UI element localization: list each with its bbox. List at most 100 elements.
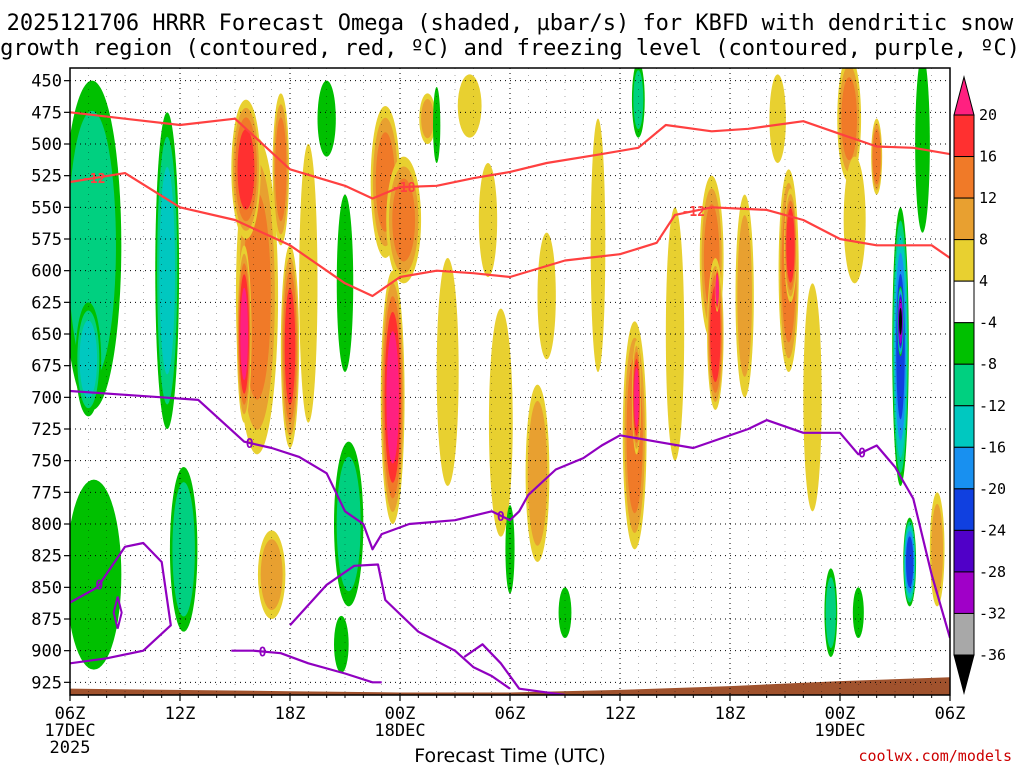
colorbar: 20 16 12 8 4 -4 -8 -12 -16 -20 -24 -28 -32 -36 <box>953 75 1006 695</box>
omega-cell <box>75 302 102 417</box>
credit-text: coolwx.com/models <box>858 747 1012 765</box>
colorbar-tick-label: -8 <box>979 355 997 373</box>
omega-cell <box>537 232 556 360</box>
omega-cell <box>386 156 422 284</box>
omega-cell <box>299 144 318 423</box>
omega-contour-fill <box>804 298 821 497</box>
omega-contour-fill <box>70 486 120 663</box>
omega-cell <box>380 270 405 524</box>
omega-cell <box>419 93 436 144</box>
colorbar-tick-label: -36 <box>979 646 1006 664</box>
omega-cell <box>236 245 252 423</box>
dgz-contour-line <box>70 172 950 298</box>
omega-cell <box>436 258 459 486</box>
x-tick-label: 12Z <box>605 704 636 724</box>
y-tick-label: 675 <box>31 357 62 377</box>
x-tick-date: 18DEC <box>374 721 425 741</box>
terrain-fill <box>70 677 950 695</box>
omega-contour-fill <box>275 121 287 218</box>
omega-cell <box>525 384 550 562</box>
omega-cell <box>631 68 645 138</box>
terrain-shape <box>70 677 950 695</box>
omega-contour-fill <box>159 167 175 375</box>
x-tick-label: 06Z <box>495 704 526 724</box>
omega-contour-fill <box>841 77 857 161</box>
contour-label: 0 <box>858 447 866 462</box>
colorbar-band <box>953 571 975 614</box>
x-tick-label: 06Z <box>935 704 966 724</box>
colorbar-band <box>953 405 975 448</box>
y-tick-label: 525 <box>31 167 62 187</box>
chart-title-line1: 2025121706 HRRR Forecast Omega (shaded, … <box>7 11 1014 36</box>
x-tick-label: 06Z <box>55 704 86 724</box>
colorbar-tick-label: -16 <box>979 438 1006 456</box>
x-tick-label: 18Z <box>275 704 306 724</box>
omega-contour-fill <box>634 367 639 428</box>
omega-contour-fill <box>538 241 555 351</box>
omega-contour-fill <box>392 178 416 262</box>
contour-label: -12 <box>82 172 105 187</box>
grid-lines <box>70 68 950 695</box>
omega-contour-fill <box>261 541 282 608</box>
freezing-contour-line <box>70 541 172 665</box>
y-tick-label: 650 <box>31 325 62 345</box>
omega-cell <box>272 93 290 246</box>
omega-contour-fill <box>173 491 194 608</box>
omega-contour-fill <box>770 80 785 158</box>
colorbar-band <box>953 446 975 490</box>
omega-cell <box>631 340 642 455</box>
x-tick-label: 18Z <box>715 704 746 724</box>
contour-label: 0 <box>95 579 103 594</box>
omega-cell <box>784 188 797 303</box>
y-tick-label: 725 <box>31 420 62 440</box>
omega-contour-fill <box>845 168 864 272</box>
colorbar-band <box>953 280 975 324</box>
colorbar-tick-label: -12 <box>979 397 1006 415</box>
x-tick-date: 19DEC <box>814 721 865 741</box>
colorbar-tick-label: -24 <box>979 521 1006 539</box>
omega-cell <box>897 286 904 357</box>
omega-contour-fill <box>338 465 360 583</box>
freezing-ring <box>112 596 123 629</box>
omega-contour-fill <box>737 221 752 371</box>
colorbar-band <box>953 612 975 656</box>
y-tick-label: 450 <box>31 72 62 92</box>
omega-cell <box>769 74 786 163</box>
y-tick-label: 575 <box>31 230 62 250</box>
y-tick-label: 825 <box>31 547 62 567</box>
omega-contour-fill <box>386 331 399 464</box>
colorbar-tick-label: -4 <box>979 314 997 332</box>
omega-cell <box>257 530 286 620</box>
omega-cell <box>824 568 838 658</box>
omega-contour-fill <box>80 323 97 396</box>
omega-cell <box>334 615 349 673</box>
y-tick-label: 550 <box>31 198 62 218</box>
y-tick-label: 775 <box>31 483 62 503</box>
omega-contour-fill <box>633 70 644 130</box>
colorbar-band <box>953 322 975 365</box>
omega-cell <box>169 466 198 632</box>
colorbar-tick-label: -32 <box>979 604 1006 622</box>
omega-cell <box>478 163 498 277</box>
freezing-contour-line <box>231 649 382 684</box>
omega-contour-fill <box>334 619 348 670</box>
omega-contour-fill <box>787 214 794 276</box>
omega-cell <box>929 492 945 607</box>
freezing-contour-line <box>289 563 511 690</box>
contour-label: 0 <box>259 646 267 661</box>
freezing-contour-line <box>70 389 950 639</box>
omega-contour-fill <box>591 128 605 363</box>
y-tick-label: 750 <box>31 452 62 472</box>
omega-contour-fill <box>299 154 317 413</box>
omega-cell <box>317 80 336 157</box>
omega-contour-fill <box>826 579 836 646</box>
omega-cell <box>70 479 122 670</box>
y-tick-label: 700 <box>31 388 62 408</box>
omega-cell <box>505 504 515 594</box>
y-tick-label: 600 <box>31 262 62 282</box>
colorbar-band <box>953 156 975 199</box>
omega-contour-fill <box>71 128 113 362</box>
omega-contour-fill <box>506 513 514 586</box>
omega-contour-fill <box>873 134 880 180</box>
chart-title-line2: growth region (contoured, red, ºC) and f… <box>0 36 1020 61</box>
